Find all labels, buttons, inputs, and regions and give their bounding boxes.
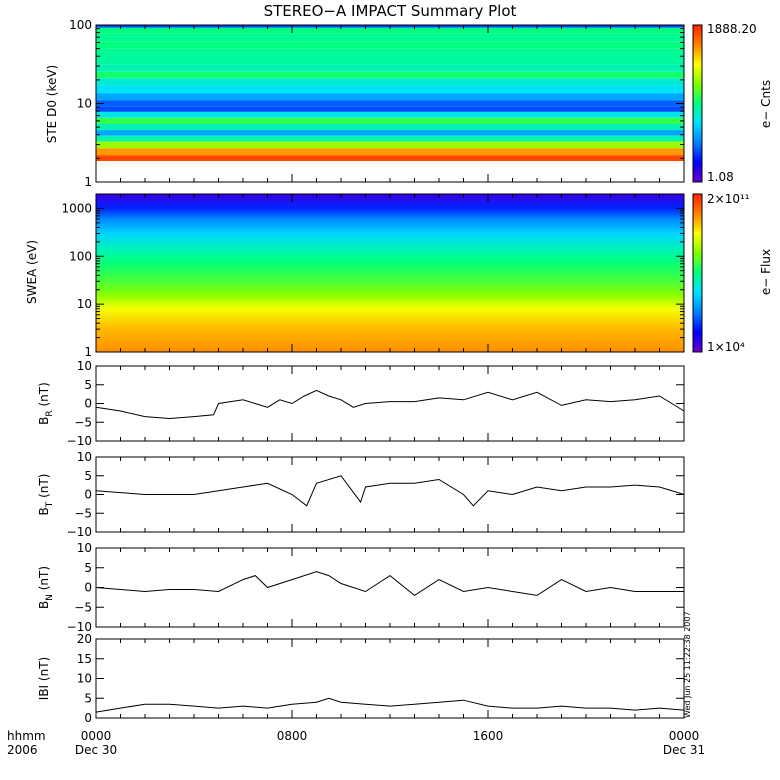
y-tick-label: 5 xyxy=(84,561,92,575)
ste-energy-band xyxy=(96,124,684,131)
ste-energy-band xyxy=(96,111,684,118)
x-tick-time: 1600 xyxy=(473,729,504,743)
plot-title: STEREO−A IMPACT Summary Plot xyxy=(264,2,517,20)
swea-colorbar-label: e− Flux xyxy=(759,249,773,295)
ste-energy-band xyxy=(96,56,684,65)
swea-y-ticks: 1 10 100 1000 xyxy=(61,193,684,359)
swea-heatmap xyxy=(96,194,684,352)
ste-y-label: STE D0 (keV) xyxy=(45,65,59,144)
x-tick-time: 0800 xyxy=(277,729,308,743)
field-panel: 20 15 10 5 0 IBI (nT) xyxy=(37,632,685,725)
ste-energy-band xyxy=(96,93,684,101)
panel-ste: 1 10 100 STE D0 (keV) 1888.20 1.08 e− Cnts xyxy=(45,18,773,189)
y-tick-label: 10 xyxy=(77,359,92,373)
swea-y-label: SWEA (eV) xyxy=(25,240,39,304)
ste-x-ticks xyxy=(95,25,685,182)
y-tick-label: 10 xyxy=(77,541,92,555)
y-tick-label: −5 xyxy=(74,506,92,520)
ste-energy-band xyxy=(96,117,684,125)
y-tick-label: −10 xyxy=(67,620,92,634)
ste-y-ticks: 1 10 100 xyxy=(69,18,684,189)
ste-energy-band xyxy=(96,71,684,79)
y-tick-label: −5 xyxy=(74,415,92,429)
ste-energy-band xyxy=(96,78,684,86)
x-axis-year-label: 2006 xyxy=(7,743,38,757)
ste-energy-band xyxy=(96,33,684,42)
field-panel: 10 5 0 −5 −10 BN (nT) xyxy=(37,541,685,634)
panel-swea: 1 10 100 1000 SWEA (eV) 2×10¹¹ 1×10⁴ e− Flu… xyxy=(25,192,773,359)
x-tick-time: 0000 xyxy=(81,729,112,743)
field-series-line xyxy=(95,475,685,507)
swea-colorbar-max: 2×10¹¹ xyxy=(707,192,750,206)
ste-energy-band xyxy=(96,64,684,72)
field-panel: 10 5 0 −5 −10 BR (nT) xyxy=(37,359,685,448)
ste-energy-band xyxy=(96,135,684,142)
panel-y-label: IBI (nT) xyxy=(37,657,51,700)
y-tick-label: 1 xyxy=(84,345,92,359)
y-tick-label: 5 xyxy=(84,691,92,705)
ste-heatmap xyxy=(96,25,684,182)
y-tick-label: 1000 xyxy=(61,201,92,215)
ste-energy-band xyxy=(96,141,684,149)
y-tick-label: 10 xyxy=(77,672,92,686)
ste-colorbar-min: 1.08 xyxy=(707,170,734,184)
y-tick-label: −10 xyxy=(67,434,92,448)
magnetic-field-panels: 10 5 0 −5 −10 BR (nT) 10 5 0 −5 −10 BT (nT) 10 5 0 −5 −1… xyxy=(37,359,685,725)
y-tick-label: 15 xyxy=(77,652,92,666)
y-tick-label: 5 xyxy=(84,378,92,392)
swea-colorbar-min: 1×10⁴ xyxy=(707,340,745,354)
panel-frame xyxy=(95,547,685,628)
y-tick-label: 0 xyxy=(84,581,92,595)
ste-energy-band xyxy=(96,148,684,156)
panel-y-label: BR (nT) xyxy=(37,382,55,425)
swea-flux-field xyxy=(96,194,684,352)
y-tick-label: −5 xyxy=(74,600,92,614)
y-tick-label: −10 xyxy=(67,525,92,539)
ste-energy-band xyxy=(96,106,684,112)
swea-x-ticks xyxy=(95,194,685,352)
x-tick-date: Dec 30 xyxy=(75,743,117,757)
ste-energy-band xyxy=(96,48,684,57)
panel-frame xyxy=(95,365,685,442)
y-tick-label: 0 xyxy=(84,711,92,725)
y-tick-label: 100 xyxy=(69,18,92,32)
y-tick-label: 1 xyxy=(84,175,92,189)
y-tick-label: 10 xyxy=(77,97,92,111)
ste-colorbar-max: 1888.20 xyxy=(707,22,757,36)
ste-energy-band xyxy=(96,41,684,49)
field-series-line xyxy=(95,571,684,597)
field-series-line xyxy=(95,697,685,713)
y-tick-label: 0 xyxy=(84,397,92,411)
ste-colorbar-label: e− Cnts xyxy=(759,80,773,128)
ste-energy-band xyxy=(96,130,684,136)
x-tick-time: 0000 xyxy=(669,729,700,743)
y-tick-label: 100 xyxy=(69,249,92,263)
x-tick-date: Dec 31 xyxy=(663,743,705,757)
panel-y-label: BN (nT) xyxy=(37,566,55,609)
y-tick-label: 10 xyxy=(77,297,92,311)
x-axis-time-label: hhmm xyxy=(7,729,46,743)
ste-energy-band xyxy=(96,85,684,94)
y-tick-label: 0 xyxy=(84,488,92,502)
ste-energy-band xyxy=(96,155,684,162)
ste-energy-band xyxy=(96,100,684,107)
ste-colorbar xyxy=(692,24,703,183)
y-tick-label: 10 xyxy=(77,450,92,464)
generation-timestamp: Wed Jun 25 11:22:38 2007 xyxy=(683,611,692,718)
ste-energy-band xyxy=(96,27,684,34)
swea-colorbar xyxy=(692,193,703,353)
y-tick-label: 5 xyxy=(84,469,92,483)
panel-y-label: BT (nT) xyxy=(37,474,55,516)
y-tick-label: 20 xyxy=(77,632,92,646)
field-series-line xyxy=(95,389,685,420)
field-panel: 10 5 0 −5 −10 BT (nT) xyxy=(37,450,685,539)
